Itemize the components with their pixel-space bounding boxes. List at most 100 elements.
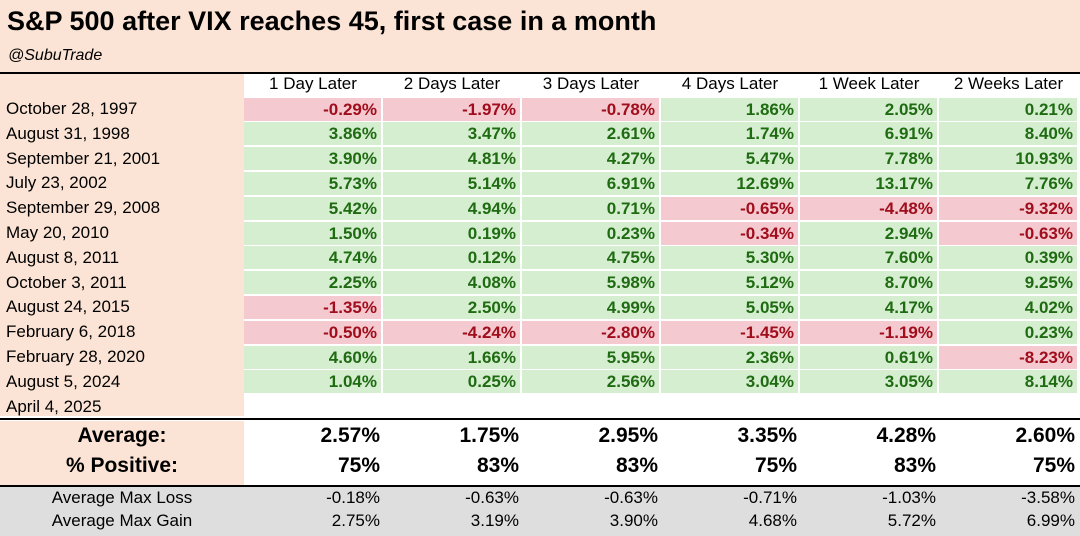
author-handle: @SubuTrade: [8, 47, 103, 64]
data-cell: 0.39%: [939, 246, 1077, 270]
title-banner: S&P 500 after VIX reaches 45, first case…: [0, 0, 1080, 72]
data-cell: 3.90%: [244, 147, 381, 171]
data-cell: 1.04%: [244, 370, 381, 394]
summary-value: 1.75%: [459, 424, 519, 447]
data-cell: 0.61%: [800, 345, 937, 369]
data-cell: 7.78%: [800, 147, 937, 171]
data-cell: 4.27%: [522, 147, 659, 171]
divider-top: [0, 72, 1080, 74]
extra-stat-value: -0.63%: [604, 488, 658, 507]
data-cell: -1.35%: [244, 295, 381, 319]
data-cell: 3.86%: [244, 122, 381, 146]
data-cell: 6.91%: [522, 171, 659, 195]
data-cell: 3.05%: [800, 370, 937, 394]
data-cell: 5.30%: [661, 246, 798, 270]
row-date-label: August 5, 2024: [6, 371, 121, 391]
data-cell: -1.19%: [800, 320, 937, 344]
data-cell: 1.66%: [383, 345, 520, 369]
data-cell: 4.99%: [522, 295, 659, 319]
summary-value: 83%: [476, 454, 519, 477]
summary-value: 2.95%: [598, 424, 658, 447]
data-cell: -0.29%: [244, 97, 381, 121]
summary-value: 4.28%: [876, 424, 936, 447]
extra-stat-value: -3.58%: [1021, 488, 1075, 507]
data-cell: -0.78%: [522, 97, 659, 121]
data-cell: 0.71%: [522, 196, 659, 220]
column-header: 2 Weeks Later: [953, 74, 1064, 93]
extra-stat-label: Average Max Gain: [51, 511, 193, 530]
summary-value: 75%: [754, 454, 797, 477]
summary-value: 75%: [337, 454, 380, 477]
summary-value: 3.35%: [737, 424, 797, 447]
data-cell: 4.60%: [244, 345, 381, 369]
extra-stat-value: -0.63%: [465, 488, 519, 507]
data-cell: 4.02%: [939, 295, 1077, 319]
row-date-label: February 28, 2020: [6, 347, 145, 366]
data-cell: -1.45%: [661, 320, 798, 344]
data-cell: 2.61%: [522, 122, 659, 146]
data-cell: 0.25%: [383, 370, 520, 394]
row-date-label: February 6, 2018: [6, 322, 136, 342]
data-cell: 0.23%: [522, 221, 659, 245]
data-cell: -9.32%: [939, 196, 1077, 220]
data-cell: -2.80%: [522, 320, 659, 344]
row-date-label: October 3, 2011: [6, 272, 127, 292]
divider-summary: [0, 418, 1080, 420]
data-cell: 5.42%: [244, 196, 381, 220]
data-cell: -4.48%: [800, 196, 937, 220]
data-cell: 13.17%: [800, 171, 937, 195]
summary-value: 2.60%: [1015, 424, 1075, 447]
data-cell: 1.86%: [661, 97, 798, 121]
row-date-label: August 31, 1998: [6, 123, 130, 143]
summary-label: % Positive:: [65, 454, 179, 477]
summary-value: 83%: [615, 454, 658, 477]
data-cell: 1.50%: [244, 221, 381, 245]
data-cell: 0.23%: [939, 320, 1077, 344]
data-cell: 7.76%: [939, 171, 1077, 195]
extra-stat-value: 2.75%: [331, 511, 380, 530]
summary-label-background: [0, 421, 244, 485]
data-cell: 0.19%: [383, 221, 520, 245]
divider-extra: [0, 485, 1080, 487]
data-cell: -8.23%: [939, 345, 1077, 369]
data-cell: 10.93%: [939, 147, 1077, 171]
data-cell: 4.74%: [244, 246, 381, 270]
data-cell: -4.24%: [383, 320, 520, 344]
data-cell: 5.14%: [383, 171, 520, 195]
data-cell: 2.94%: [800, 221, 937, 245]
data-cell: 5.73%: [244, 171, 381, 195]
row-date-label: October 28, 1997: [6, 99, 138, 118]
row-date-label: May 20, 2010: [6, 223, 110, 242]
data-cell: -0.63%: [939, 221, 1077, 245]
summary-label: Average:: [77, 424, 167, 447]
row-date-label: April 4, 2025: [6, 396, 102, 416]
data-cell: 6.91%: [800, 122, 937, 146]
data-cell: 0.21%: [939, 97, 1077, 121]
data-cell: 12.69%: [661, 171, 798, 195]
extra-stat-value: -0.18%: [326, 488, 380, 507]
data-cell: 8.40%: [939, 122, 1077, 146]
date-column-background: [0, 72, 244, 416]
extra-stat-label: Average Max Loss: [51, 488, 193, 507]
data-cell: 2.25%: [244, 271, 381, 295]
data-cell: 5.95%: [522, 345, 659, 369]
data-cell: 2.36%: [661, 345, 798, 369]
data-cell: 0.12%: [383, 246, 520, 270]
summary-value: 2.57%: [320, 424, 380, 447]
data-cell: 5.98%: [522, 271, 659, 295]
column-header: 1 Day Later: [269, 74, 357, 93]
data-cell: 7.60%: [800, 246, 937, 270]
extra-stat-value: -1.03%: [882, 488, 936, 507]
extra-stats-band: [0, 486, 1080, 536]
data-cell: 8.14%: [939, 370, 1077, 394]
data-cell: 8.70%: [800, 271, 937, 295]
data-cell: 4.75%: [522, 246, 659, 270]
data-cell: 1.74%: [661, 122, 798, 146]
data-cell: 4.08%: [383, 271, 520, 295]
data-cell: 5.47%: [661, 147, 798, 171]
data-cell: -0.50%: [244, 320, 381, 344]
data-cell: 3.47%: [383, 122, 520, 146]
data-cell: -0.65%: [661, 196, 798, 220]
data-cell: 2.50%: [383, 295, 520, 319]
